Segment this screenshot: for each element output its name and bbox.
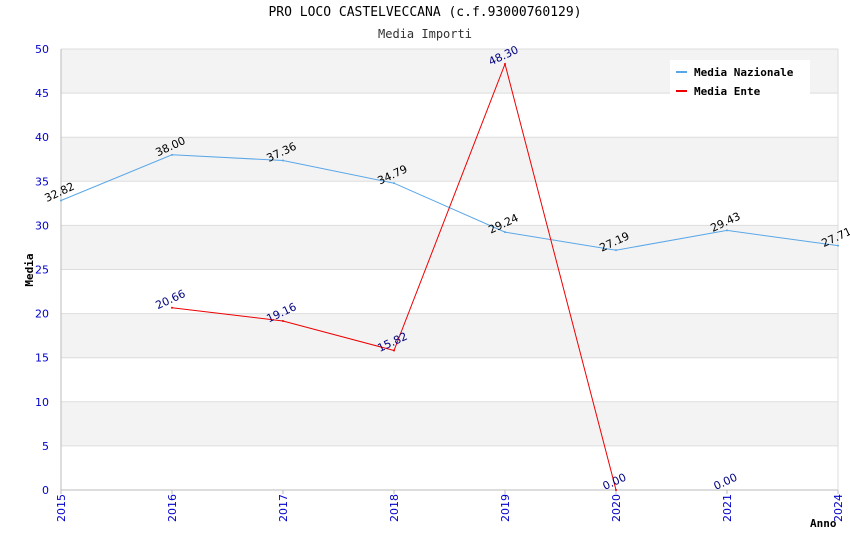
data-point: [504, 62, 506, 65]
data-point: [615, 249, 617, 252]
grid-band: [61, 313, 838, 358]
data-point: [615, 489, 617, 491]
y-tick-label: 0: [42, 484, 49, 497]
data-point: [282, 320, 284, 323]
y-tick-label: 30: [35, 219, 49, 232]
y-axis-ticks: 0 5 10 15 20 25 30 35 40 45 50: [35, 43, 49, 497]
y-tick-label: 20: [35, 308, 49, 321]
data-point: [726, 229, 728, 232]
grid-lines: [60, 48, 839, 491]
grid-band: [61, 269, 838, 314]
legend-label-0: Media Nazionale: [694, 66, 794, 79]
grid-band: [61, 137, 838, 182]
x-tick-label: 2017: [277, 494, 290, 522]
x-tick-label: 2015: [55, 494, 68, 522]
data-point: [171, 153, 173, 156]
y-tick-label: 50: [35, 43, 49, 56]
grid-band: [61, 401, 838, 446]
data-point: [837, 244, 839, 247]
data-point: [282, 159, 284, 162]
data-point: [393, 349, 395, 352]
y-tick-label: 15: [35, 352, 49, 365]
series-layer: [60, 62, 839, 491]
y-tick-label: 40: [35, 131, 49, 144]
grid-band: [61, 93, 838, 138]
grid-bands: [61, 49, 838, 490]
y-tick-label: 25: [35, 264, 49, 277]
data-point: [171, 306, 173, 309]
legend: Media Nazionale Media Ente: [670, 60, 810, 98]
y-tick-label: 10: [35, 396, 49, 409]
legend-box: [670, 60, 810, 98]
x-tick-label: 2024: [832, 494, 845, 522]
x-tick-label: 2018: [388, 494, 401, 522]
data-point: [504, 231, 506, 234]
grid-band: [61, 181, 838, 226]
y-tick-label: 5: [42, 440, 49, 453]
x-tick-label: 2019: [499, 494, 512, 522]
grid-band: [61, 225, 838, 270]
x-tick-label: 2016: [166, 494, 179, 522]
data-point: [60, 199, 62, 202]
y-axis-label: Media: [23, 253, 36, 286]
x-axis-label: Anno: [810, 517, 837, 530]
x-axis-ticks: 2015 2016 2017 2018 2019 2020 2021 2024: [55, 490, 845, 522]
y-tick-label: 35: [35, 175, 49, 188]
y-tick-label: 45: [35, 87, 49, 100]
data-point: [393, 182, 395, 185]
chart-subtitle: Media Importi: [378, 27, 472, 41]
x-tick-label: 2021: [721, 494, 734, 522]
legend-label-1: Media Ente: [694, 85, 761, 98]
chart-title: PRO LOCO CASTELVECCANA (c.f.93000760129): [268, 5, 582, 20]
grid-band: [61, 357, 838, 402]
x-tick-label: 2020: [610, 494, 623, 522]
grid-band: [61, 445, 838, 490]
